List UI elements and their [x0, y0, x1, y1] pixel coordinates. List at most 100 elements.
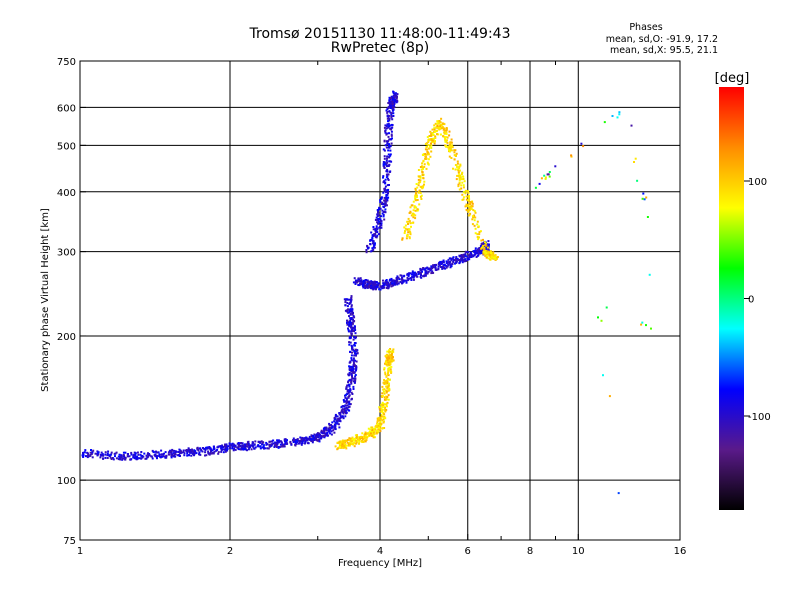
data-point: [426, 266, 429, 269]
data-point: [445, 129, 448, 132]
data-point: [265, 441, 268, 444]
data-point: [482, 252, 485, 255]
data-point: [372, 248, 375, 251]
data-point: [134, 453, 137, 456]
data-point: [456, 160, 459, 163]
data-point: [356, 352, 359, 355]
data-point: [416, 186, 419, 189]
data-point: [237, 442, 240, 444]
data-point: [423, 165, 426, 168]
data-point: [388, 283, 391, 286]
data-point: [431, 272, 434, 274]
data-point: [570, 155, 573, 158]
data-point: [174, 452, 176, 455]
data-point: [390, 370, 393, 373]
data-point: [333, 427, 336, 430]
data-point: [330, 430, 333, 433]
data-point: [466, 255, 469, 258]
data-point: [385, 286, 388, 289]
data-point: [390, 285, 393, 288]
data-point: [351, 310, 354, 313]
data-point: [464, 254, 467, 257]
data-point: [221, 444, 224, 447]
data-point: [443, 267, 445, 269]
data-point: [333, 417, 336, 419]
data-point: [468, 207, 471, 210]
data-point: [415, 199, 417, 202]
data-point: [349, 336, 351, 339]
data-point: [440, 124, 443, 127]
data-point: [481, 246, 484, 249]
data-point: [333, 425, 336, 428]
data-point: [445, 264, 448, 267]
data-point: [392, 90, 395, 93]
y-tick-label: 100: [57, 476, 76, 487]
data-point: [392, 115, 395, 117]
data-point: [334, 421, 337, 424]
data-point: [481, 242, 484, 245]
data-point: [136, 451, 139, 454]
data-point: [444, 144, 447, 147]
data-point: [469, 251, 472, 254]
data-point: [387, 287, 390, 290]
data-point: [452, 260, 455, 263]
data-point: [371, 433, 374, 436]
data-point: [441, 260, 444, 263]
data-point: [357, 277, 360, 280]
data-point: [386, 378, 389, 381]
data-point: [168, 453, 171, 456]
scatter-points: [81, 90, 652, 495]
data-point: [220, 447, 223, 449]
data-point: [349, 403, 352, 406]
data-point: [482, 248, 485, 251]
data-point: [401, 276, 403, 279]
data-point: [345, 397, 348, 400]
data-point: [385, 380, 388, 382]
data-point: [458, 167, 461, 169]
data-point: [337, 423, 340, 426]
data-point: [107, 450, 110, 453]
data-point: [460, 184, 463, 187]
data-point: [409, 222, 412, 225]
data-point: [376, 281, 378, 284]
data-point: [385, 397, 388, 400]
data-point: [261, 443, 263, 446]
data-point: [132, 456, 135, 459]
data-point: [443, 123, 446, 126]
data-point: [388, 132, 390, 135]
data-point: [384, 131, 387, 134]
data-point: [382, 205, 385, 208]
data-point: [382, 191, 385, 194]
data-point: [294, 444, 297, 447]
data-point: [396, 93, 399, 96]
data-point: [450, 141, 453, 144]
data-point: [351, 366, 354, 369]
data-point: [366, 244, 369, 247]
data-point: [351, 322, 354, 325]
data-point: [315, 438, 317, 440]
data-point: [410, 273, 413, 276]
data-point: [392, 279, 395, 282]
data-point: [296, 440, 299, 443]
data-point: [394, 98, 397, 101]
data-point: [347, 380, 350, 383]
data-point: [377, 211, 380, 214]
data-point: [89, 454, 92, 457]
data-point: [154, 455, 157, 458]
data-point: [349, 317, 352, 320]
data-point: [544, 177, 547, 180]
data-point: [340, 441, 343, 444]
x-axis-label: Frequency [MHz]: [338, 558, 422, 569]
data-point: [419, 272, 422, 274]
data-point: [381, 385, 384, 388]
data-point: [431, 139, 434, 142]
data-point: [473, 214, 476, 217]
data-point: [330, 433, 333, 436]
phases-heading: Phases: [629, 22, 663, 33]
data-point: [249, 446, 252, 449]
data-point: [465, 208, 468, 211]
data-point: [370, 426, 373, 429]
data-point: [417, 184, 420, 187]
data-point: [410, 204, 413, 207]
data-point: [360, 282, 363, 285]
